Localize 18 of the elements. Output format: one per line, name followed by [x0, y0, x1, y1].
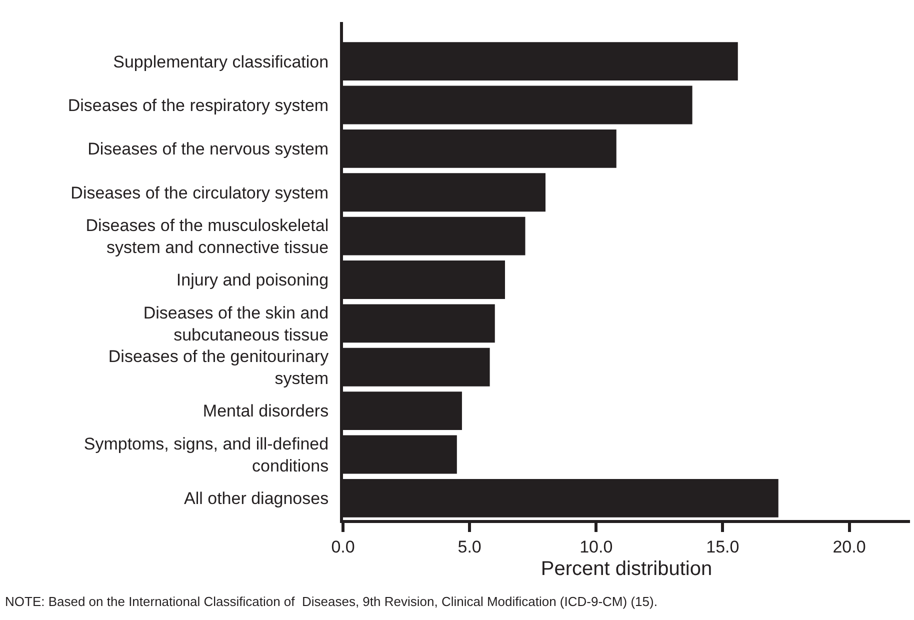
y-tick-label: Symptoms, signs, and ill-defined conditions [84, 434, 329, 476]
y-tick-label: Diseases of the circulatory system [70, 183, 329, 202]
y-tick-label: Supplementary classification [113, 52, 329, 72]
y-tick-label: Diseases of the nervous system [88, 140, 329, 159]
x-tick-label: 20.0 [832, 537, 866, 556]
x-tick-label: 15.0 [706, 537, 740, 556]
y-tick-label: Injury and poisoning [176, 270, 329, 290]
x-tick-label: 10.0 [580, 537, 613, 556]
x-tick-label: 0.0 [331, 537, 355, 556]
text: NOTE: Based on the International Classification of Diseases, 9th Revision, Clinical Modification (ICD-9-CM) (15). [5, 594, 658, 609]
y-tick-label: Diseases of the genitourinary system [108, 347, 330, 388]
x-axis-title: Percent distribution [540, 558, 712, 580]
x-tick-label: 5.0 [458, 537, 482, 556]
y-tick-label: Diseases of the musculoskeletal system and connective tissue [86, 216, 329, 258]
y-tick-label: Diseases of the respiratory system [68, 96, 329, 115]
y-tick-label: All other diagnoses [184, 489, 329, 508]
y-tick-label: Mental disorders [202, 402, 329, 421]
y-tick-label: Diseases of the skin and subcutaneous tissue [143, 303, 329, 344]
